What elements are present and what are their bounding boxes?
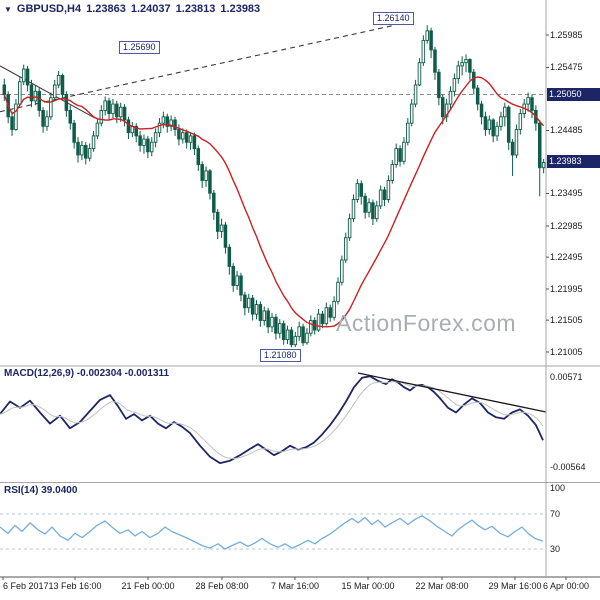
x-axis-tick-label: 6 Feb 2017 [3,581,49,591]
moving-average-line [3,76,545,328]
y-axis-tick-label: 1.25475 [550,62,583,72]
quote-open: 1.23863 [86,3,126,15]
macd-caption: MACD(12,26,9) -0.002304 -0.001311 [4,368,170,379]
x-axis-tick-label: 6 Apr 00:00 [542,581,590,591]
x-axis-tick-label: 28 Feb 08:00 [195,581,249,591]
y-axis-tick-label: 1.25985 [550,30,583,40]
dropdown-triangle-icon: ▼ [4,5,12,14]
y-axis-tick-label: 1.21005 [550,347,583,357]
price-marker-label: 1.21080 [260,349,301,362]
chart-title: ▼ GBPUSD,H4 1.23863 1.24037 1.23813 1.23983 [4,3,265,15]
y-axis-tick-label: 1.21505 [550,315,583,325]
x-axis-tick-label: 29 Mar 16:00 [488,581,542,591]
rsi-axis-label: 100 [550,483,566,493]
x-axis-tick-label: 22 Mar 08:00 [415,581,469,591]
price-marker-label: 1.25690 [119,41,160,54]
price-marker-label: 1.26140 [373,12,414,25]
watermark: ActionForex.com [336,310,517,336]
x-axis-tick-label: 7 Mar 16:00 [270,581,320,591]
macd-axis-label: -0.00564 [550,462,586,472]
quote-high: 1.24037 [130,3,171,15]
x-axis-tick-label: 15 Mar 00:00 [341,581,395,591]
rsi-axis-label: 30 [550,544,561,554]
current-price-box: 1.23983 [547,155,600,168]
y-axis-tick-label: 1.22495 [550,252,583,262]
price-trendline [0,65,96,119]
macd-main-line [0,375,544,465]
quote-low: 1.23813 [175,3,216,15]
symbol-period: GBPUSD,H4 [16,3,82,15]
y-axis-tick-label: 1.21995 [550,284,583,294]
x-axis-tick-label: 21 Feb 00:00 [121,581,175,591]
rsi-line [0,515,544,550]
y-axis-tick-label: 1.22985 [550,221,583,231]
macd-axis-label: 0.00571 [550,372,583,382]
quote-close: 1.23983 [220,3,261,15]
current-price-box: 1.25050 [547,88,600,101]
candles [2,25,546,348]
macd-trendline [357,372,547,413]
x-axis-tick-label: 13 Feb 16:00 [48,581,102,591]
rsi-caption: RSI(14) 39.0400 [4,485,78,496]
y-axis-tick-label: 1.23495 [550,188,583,198]
rsi-axis-label: 70 [550,509,561,519]
macd-signal-line [0,381,544,460]
y-axis-tick-label: 1.24485 [550,125,583,135]
